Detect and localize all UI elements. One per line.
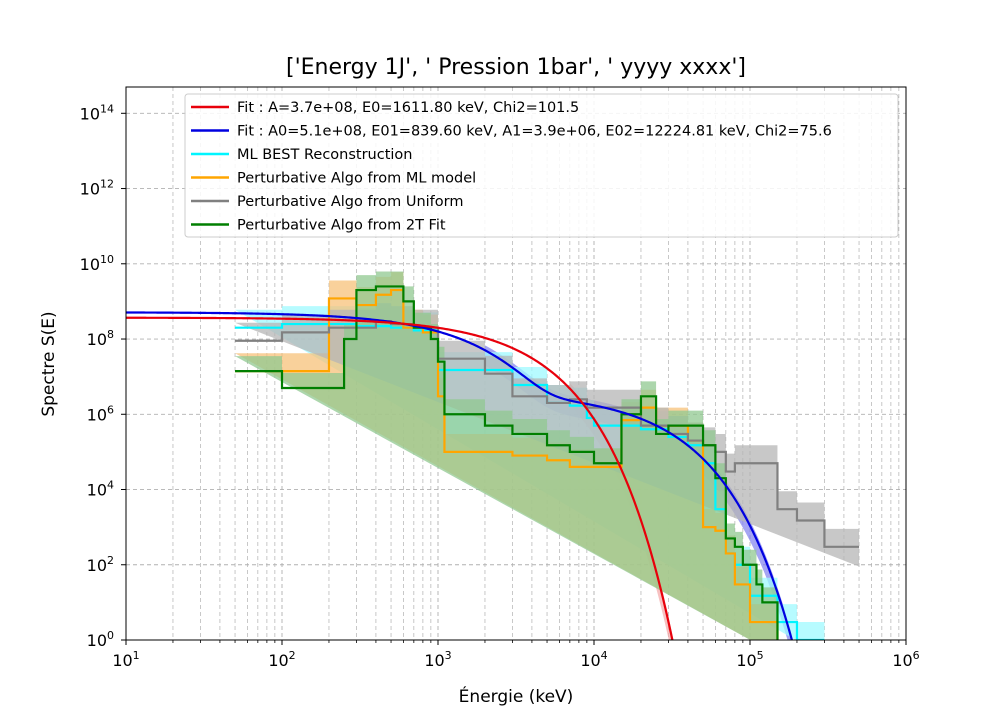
x-tick-label: 102 bbox=[268, 649, 295, 670]
x-tick-label: 103 bbox=[424, 649, 451, 670]
y-tick-label: 100 bbox=[87, 629, 114, 650]
y-axis-label: Spectre S(E) bbox=[39, 311, 59, 416]
y-tick-label: 106 bbox=[87, 403, 114, 424]
legend-label-4: Perturbative Algo from ML model bbox=[237, 171, 476, 187]
x-tick-label: 106 bbox=[892, 649, 919, 670]
x-tick-label: 104 bbox=[580, 649, 607, 670]
y-axis-ticks: 100 102 104 106 108 1010 1012 1014 bbox=[80, 102, 126, 650]
plot-frame bbox=[125, 86, 907, 641]
x-axis-label: Énergie (keV) bbox=[459, 685, 574, 707]
legend: Fit : A=3.7e+08, E0=1611.80 keV, Chi2=10… bbox=[184, 93, 899, 238]
y-tick-label: 108 bbox=[87, 328, 114, 349]
y-tick-label: 1014 bbox=[80, 102, 114, 123]
x-axis-ticks: 101 102 103 104 105 106 bbox=[112, 640, 920, 670]
legend-label-5: Perturbative Algo from Uniform bbox=[237, 194, 464, 210]
y-tick-label: 1010 bbox=[80, 253, 114, 274]
series-lines bbox=[126, 285, 860, 640]
fit-line-2 bbox=[126, 311, 794, 640]
legend-label-6: Perturbative Algo from 2T Fit bbox=[237, 218, 446, 234]
legend-label-2: Fit : A0=5.1e+08, E01=839.60 keV, A1=3.9… bbox=[237, 124, 832, 140]
y-tick-label: 102 bbox=[87, 554, 114, 575]
y-tick-label: 1012 bbox=[80, 178, 114, 199]
series-line-6 bbox=[235, 285, 779, 640]
y-tick-label: 104 bbox=[87, 479, 114, 500]
series-band-6 bbox=[235, 271, 778, 640]
fit-line-1 bbox=[126, 316, 674, 640]
series-line-4 bbox=[235, 288, 779, 640]
x-tick-label: 101 bbox=[112, 649, 139, 670]
legend-box bbox=[184, 93, 899, 238]
legend-label-1: Fit : A=3.7e+08, E0=1611.80 keV, Chi2=10… bbox=[237, 100, 579, 116]
x-tick-label: 105 bbox=[736, 649, 763, 670]
chart-title: ['Energy 1J', ' Pression 1bar', ' yyyy x… bbox=[286, 55, 746, 80]
legend-label-3: ML BEST Reconstruction bbox=[237, 147, 413, 163]
